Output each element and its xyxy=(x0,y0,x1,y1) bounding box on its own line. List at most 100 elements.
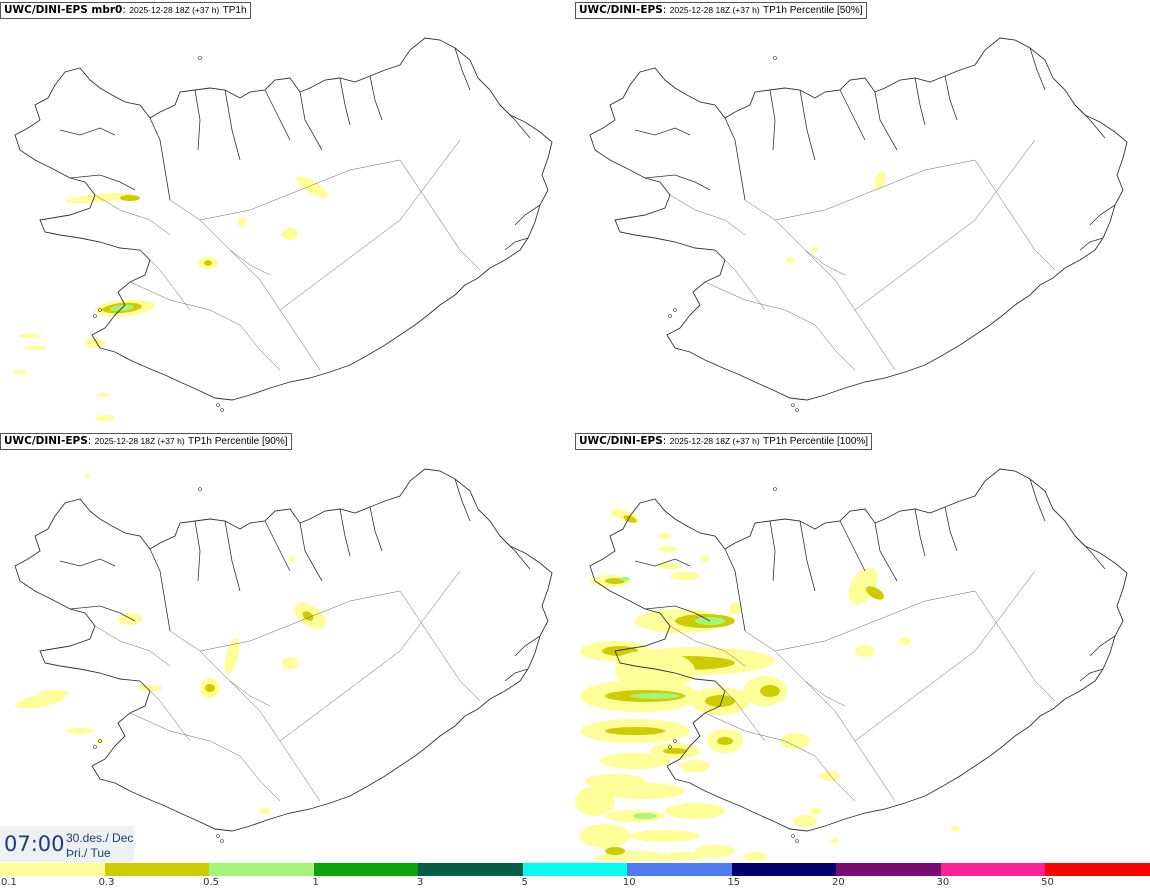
fjord-line xyxy=(69,605,136,622)
fjord-line xyxy=(644,174,711,191)
fjord-line xyxy=(339,77,351,126)
map-layer xyxy=(575,468,1128,861)
panel-run: 2025-12-28 18Z (+37 h) xyxy=(129,5,220,15)
fjord-line xyxy=(874,522,898,582)
legend-tick-label: 0.1 xyxy=(1,877,17,888)
precip-area xyxy=(138,685,162,691)
island xyxy=(773,56,777,60)
coastline xyxy=(14,468,553,832)
panel-title: UWC/DINI-EPS: 2025-12-28 18Z (+37 h) TP1… xyxy=(575,433,873,450)
island xyxy=(668,314,672,318)
fjord-line xyxy=(1029,47,1046,91)
boundary-line xyxy=(744,199,896,371)
boundary-line xyxy=(129,281,281,371)
fjord-line xyxy=(504,237,529,251)
boundary-line xyxy=(669,625,746,667)
boundary-line xyxy=(974,159,1056,271)
valid-date-line2: Þri./ Tue xyxy=(66,846,111,860)
fjord-line xyxy=(1074,104,1106,139)
legend-tick-label: 20 xyxy=(831,877,845,888)
iceland-precipitation-map xyxy=(589,37,1128,412)
legend-color-bin xyxy=(209,863,315,876)
legend-color-bin xyxy=(1045,863,1150,876)
legend-tick-label: 3 xyxy=(416,877,424,888)
fjord-line xyxy=(499,104,531,139)
panel-run: 2025-12-28 18Z (+37 h) xyxy=(669,436,760,446)
legend-color-bin xyxy=(0,863,106,876)
precip-area xyxy=(23,346,47,350)
fjord-line xyxy=(874,91,898,151)
island xyxy=(93,314,97,318)
fjord-line xyxy=(224,89,241,161)
coastline xyxy=(589,468,1128,832)
precip-area xyxy=(680,760,710,772)
island xyxy=(220,839,224,843)
boundary-line xyxy=(399,590,481,702)
iceland-precipitation-map xyxy=(14,468,553,843)
fjord-line xyxy=(1089,204,1116,226)
boundary-line xyxy=(669,194,746,236)
precip-area xyxy=(605,847,625,855)
boundary-line xyxy=(94,625,171,667)
panel-title: UWC/DINI-EPS mbr0: 2025-12-28 18Z (+37 h… xyxy=(0,2,251,19)
precip-area xyxy=(780,733,810,749)
boundary-line xyxy=(974,590,1056,702)
island xyxy=(773,487,777,491)
legend-tick-label: 1 xyxy=(312,877,319,888)
coastline xyxy=(14,37,553,401)
precip-area xyxy=(665,803,725,819)
precip-area xyxy=(15,693,65,709)
boundary-line xyxy=(139,680,191,742)
legend-color-bin xyxy=(731,863,837,876)
precip-area xyxy=(282,228,298,240)
boundary-line xyxy=(854,139,1036,311)
fjord-line xyxy=(224,520,241,592)
fjord-line xyxy=(499,535,531,570)
fjord-line xyxy=(1074,535,1106,570)
precip-area xyxy=(659,546,677,552)
panel-title: UWC/DINI-EPS: 2025-12-28 18Z (+37 h) TP1… xyxy=(0,433,292,450)
legend-tick-label: 15 xyxy=(727,877,741,888)
fjord-line xyxy=(264,89,291,141)
precip-area xyxy=(812,247,818,253)
precip-area xyxy=(717,737,733,745)
boundary-line xyxy=(804,680,846,707)
panel-param: TP1h xyxy=(222,5,247,16)
boundary-line xyxy=(129,712,281,802)
boundary-line xyxy=(704,712,856,802)
precip-area xyxy=(633,813,657,819)
iceland-precipitation-map xyxy=(13,37,553,421)
boundary-line xyxy=(714,249,766,311)
precip-area xyxy=(820,771,840,781)
island xyxy=(198,56,202,60)
precip-area xyxy=(620,577,630,581)
island xyxy=(795,408,799,412)
fjord-line xyxy=(1029,478,1046,522)
precip-area xyxy=(605,727,665,735)
legend-tick-label: 30 xyxy=(936,877,950,888)
fjord-line xyxy=(369,75,383,121)
fjord-line xyxy=(264,520,291,572)
fjord-line xyxy=(799,89,816,161)
fjord-line xyxy=(69,174,136,191)
island xyxy=(98,308,102,312)
precip-area xyxy=(259,808,271,814)
legend-color-bin xyxy=(104,863,210,876)
valid-date-line1: 30.des./ Dec xyxy=(66,831,134,845)
fjord-line xyxy=(149,548,171,632)
precip-area xyxy=(296,176,328,198)
legend-color-bin xyxy=(836,863,942,876)
boundary-line xyxy=(169,199,321,371)
legend-tick-label: 5 xyxy=(521,877,528,888)
island xyxy=(198,487,202,491)
legend-color-bin xyxy=(627,863,733,876)
precip-area xyxy=(950,826,960,832)
fjord-line xyxy=(724,548,746,632)
precip-area xyxy=(865,586,885,600)
fjord-line xyxy=(194,520,201,582)
boundary-line xyxy=(774,590,976,652)
panel-run: 2025-12-28 18Z (+37 h) xyxy=(94,436,185,446)
map-panel-p90: UWC/DINI-EPS: 2025-12-28 18Z (+37 h) TP1… xyxy=(0,431,575,861)
precip-area xyxy=(786,257,794,263)
precip-area xyxy=(855,645,875,657)
